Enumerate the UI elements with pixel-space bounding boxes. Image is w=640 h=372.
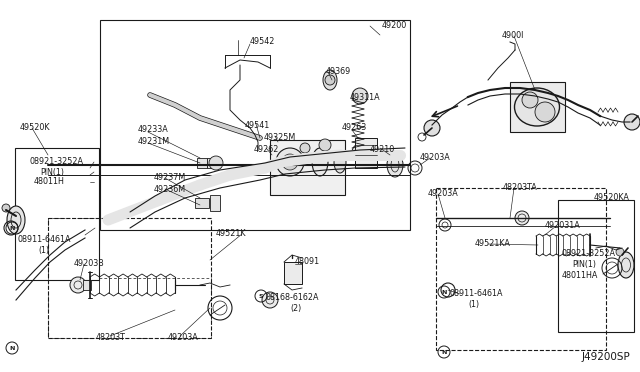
Text: 48011H: 48011H — [34, 177, 65, 186]
Text: 48203T: 48203T — [96, 333, 126, 341]
Ellipse shape — [334, 151, 346, 173]
Text: 48011HA: 48011HA — [562, 270, 598, 279]
Circle shape — [522, 92, 538, 108]
Bar — [270, 140, 345, 195]
Text: 492031A: 492031A — [545, 221, 580, 230]
Ellipse shape — [618, 252, 634, 278]
Bar — [15, 148, 99, 280]
Text: 49369: 49369 — [326, 67, 351, 77]
Circle shape — [535, 102, 555, 122]
Circle shape — [352, 144, 368, 160]
Circle shape — [300, 143, 310, 153]
Text: 49520KA: 49520KA — [594, 193, 630, 202]
Text: PIN(1): PIN(1) — [40, 167, 64, 176]
Text: 49325M: 49325M — [264, 132, 296, 141]
Bar — [207, 158, 215, 168]
Circle shape — [515, 211, 529, 225]
Circle shape — [70, 277, 86, 293]
Text: (1): (1) — [468, 301, 479, 310]
Bar — [284, 262, 302, 284]
Text: N: N — [442, 350, 447, 355]
Text: 49520K: 49520K — [20, 124, 51, 132]
Text: 49203A: 49203A — [420, 154, 451, 163]
Text: N: N — [10, 225, 15, 231]
Text: 08911-6461A: 08911-6461A — [18, 235, 72, 244]
Circle shape — [2, 204, 10, 212]
Bar — [197, 158, 207, 168]
Text: PIN(1): PIN(1) — [572, 260, 596, 269]
Bar — [83, 280, 91, 290]
Bar — [436, 188, 606, 350]
Text: 08921-3252A: 08921-3252A — [30, 157, 84, 167]
Text: 48203TA: 48203TA — [503, 183, 538, 192]
Circle shape — [325, 75, 335, 85]
Ellipse shape — [387, 153, 403, 177]
Text: 48091: 48091 — [295, 257, 320, 266]
Text: N: N — [10, 346, 15, 350]
Ellipse shape — [323, 70, 337, 90]
Ellipse shape — [7, 206, 25, 234]
Text: 4900I: 4900I — [502, 31, 524, 39]
Text: 08911-6461A: 08911-6461A — [450, 289, 504, 298]
Circle shape — [616, 248, 624, 256]
Bar — [100, 20, 410, 230]
Circle shape — [209, 156, 223, 170]
Bar — [510, 82, 565, 132]
Text: 49203A: 49203A — [428, 189, 459, 199]
Text: 49263: 49263 — [342, 124, 367, 132]
Text: J49200SP: J49200SP — [581, 352, 630, 362]
Text: (1): (1) — [38, 246, 49, 254]
Ellipse shape — [515, 88, 559, 126]
Bar — [355, 138, 377, 168]
Text: 49262: 49262 — [254, 144, 280, 154]
Text: 49203A: 49203A — [168, 333, 199, 341]
Circle shape — [424, 120, 440, 136]
Circle shape — [262, 292, 278, 308]
Text: 49203B: 49203B — [74, 260, 105, 269]
Text: N: N — [442, 289, 447, 295]
Bar — [558, 200, 634, 332]
Text: 49541: 49541 — [245, 121, 270, 129]
Text: 49236M: 49236M — [154, 185, 186, 193]
Text: 49521KA: 49521KA — [475, 238, 511, 247]
Text: 08921-3252A: 08921-3252A — [562, 250, 616, 259]
Circle shape — [624, 114, 640, 130]
Ellipse shape — [312, 148, 328, 176]
Circle shape — [282, 154, 298, 170]
Text: 49231M: 49231M — [138, 137, 170, 145]
Text: 49210: 49210 — [370, 144, 396, 154]
Text: 49311A: 49311A — [350, 93, 381, 103]
Text: 49237M: 49237M — [154, 173, 186, 183]
Text: 08168-6162A: 08168-6162A — [266, 292, 319, 301]
Text: (2): (2) — [290, 305, 301, 314]
Circle shape — [352, 88, 368, 104]
Bar — [48, 218, 211, 338]
Text: 49233A: 49233A — [138, 125, 169, 135]
Text: 49521K: 49521K — [216, 230, 246, 238]
Text: S: S — [259, 294, 263, 298]
Bar — [210, 195, 220, 211]
Circle shape — [276, 148, 304, 176]
Bar — [195, 198, 209, 208]
Text: 49542: 49542 — [250, 38, 275, 46]
Circle shape — [319, 139, 331, 151]
Text: 49200: 49200 — [382, 22, 407, 31]
